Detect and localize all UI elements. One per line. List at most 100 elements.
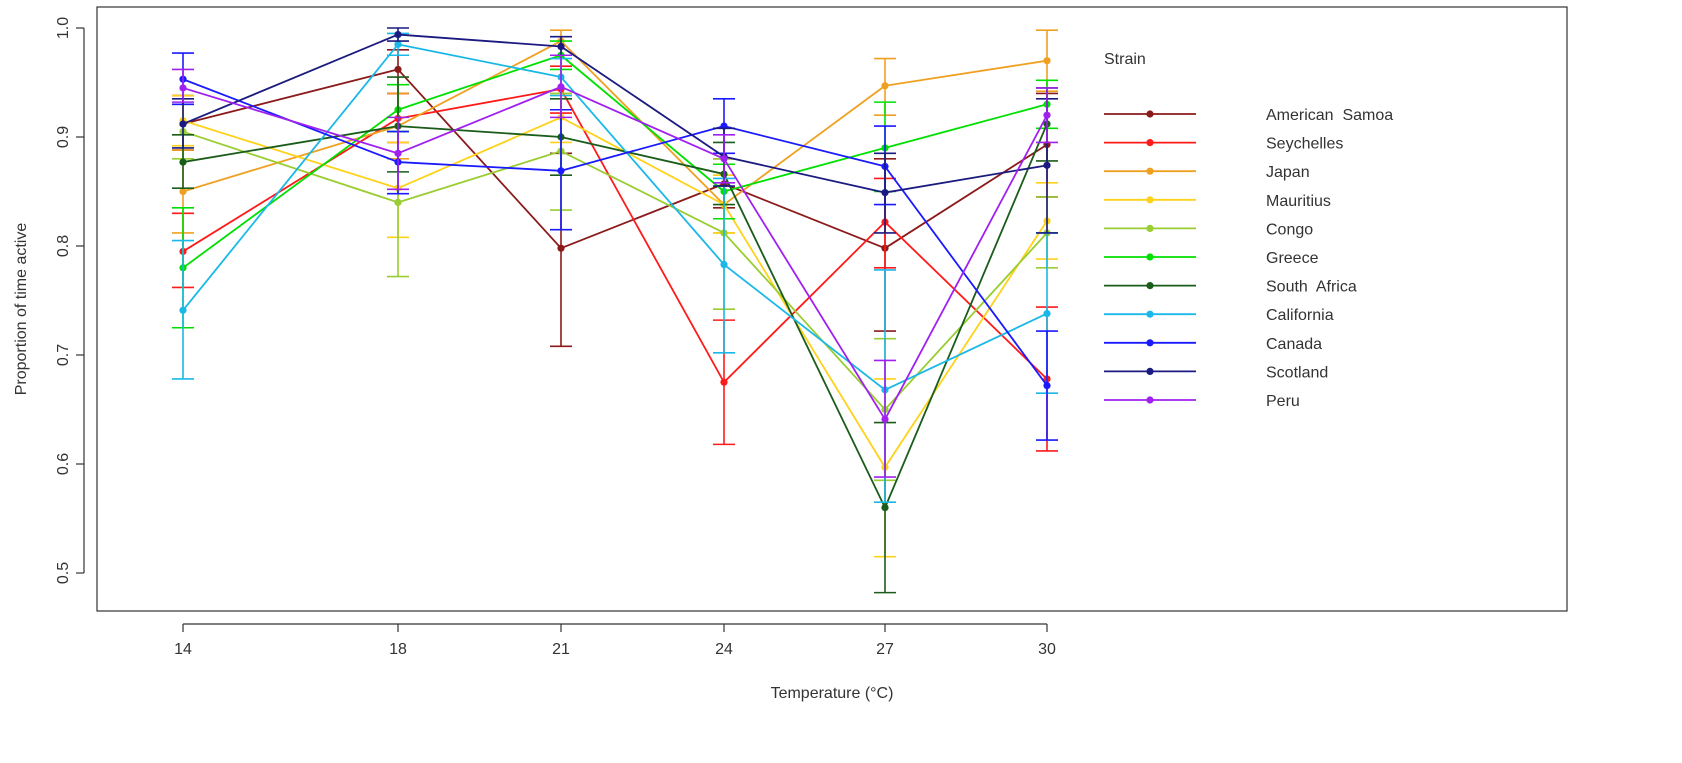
y-tick-label: 0.6 (55, 453, 72, 475)
series-line-segment (884, 220, 1048, 468)
series-line-segment (397, 116, 562, 190)
series-line-segment (884, 59, 1048, 87)
legend-label: Japan (1266, 164, 1310, 181)
legend-swatch-point (1146, 282, 1154, 290)
series-congo (172, 92, 1058, 482)
legend-item: Mauritius (1104, 193, 1331, 210)
legend-label: Scotland (1266, 364, 1328, 381)
series-line-segment (560, 76, 725, 266)
data-point (179, 84, 187, 92)
series-layer (172, 27, 1058, 594)
plot-frame (96, 6, 1568, 612)
series-line-segment (723, 263, 886, 391)
y-tick-label: 0.7 (55, 344, 72, 366)
legend-swatch-point (1146, 167, 1154, 175)
legend-item: American Samoa (1104, 107, 1393, 124)
series-line-segment (884, 165, 1048, 387)
series-line-segment (723, 232, 886, 411)
data-point (1043, 111, 1051, 119)
series-line-segment (560, 125, 725, 172)
legend-item: South Africa (1104, 279, 1357, 296)
series-line-segment (884, 123, 1048, 508)
legend-swatch-point (1146, 196, 1154, 204)
data-point (881, 504, 889, 512)
series-line-segment (182, 125, 399, 163)
series-line-segment (182, 87, 399, 155)
series-line-segment (397, 150, 562, 204)
series-line-segment (884, 114, 1048, 420)
data-point (179, 306, 187, 314)
y-tick-label: 0.8 (55, 235, 72, 257)
series-line-segment (723, 221, 886, 383)
legend-swatch-point (1146, 367, 1154, 375)
data-point (881, 82, 889, 90)
series-line-segment (397, 125, 562, 138)
series-california (172, 32, 1058, 503)
series-line-segment (884, 143, 1048, 249)
x-tick-label: 14 (174, 641, 192, 658)
data-point (1043, 161, 1051, 169)
data-point (394, 198, 402, 206)
data-point (394, 30, 402, 39)
data-point (557, 167, 565, 175)
series-line-segment (397, 161, 562, 172)
series-line-segment (182, 33, 399, 125)
y-tick-label: 0.5 (55, 562, 72, 584)
legend-label: Congo (1266, 221, 1313, 238)
legend-swatch-point (1146, 253, 1154, 261)
series-line-segment (723, 173, 886, 508)
series-line-segment (723, 125, 886, 168)
legend-label: Canada (1266, 336, 1322, 353)
data-point (557, 244, 565, 252)
series-line-segment (182, 130, 399, 204)
series-line-segment (560, 86, 725, 160)
x-tick-label: 24 (715, 641, 733, 658)
series-peru (172, 54, 1058, 478)
data-point (179, 120, 187, 128)
series-line-segment (884, 221, 1048, 380)
data-point (557, 83, 565, 91)
series-line-segment (884, 103, 1048, 149)
x-axis: 14 18 21 24 27 30 (174, 623, 1056, 658)
series-line-segment (884, 312, 1048, 391)
series-seychelles (172, 65, 1058, 452)
series-line-segment (723, 204, 886, 468)
y-tick-label: 0.9 (55, 126, 72, 148)
legend-swatch-point (1146, 310, 1154, 318)
series-line-segment (397, 88, 562, 120)
legend-item: Congo (1104, 221, 1313, 238)
series-line-segment (560, 136, 725, 175)
x-tick-label: 30 (1038, 641, 1056, 658)
legend-item: Japan (1104, 164, 1310, 181)
series-line-segment (560, 116, 725, 206)
legend-items: American Samoa Seychelles Japan Mauritius Co… (1104, 107, 1393, 410)
series-line-segment (397, 40, 562, 127)
data-point (1043, 57, 1051, 65)
series-mauritius (172, 92, 1058, 558)
legend-label: American Samoa (1266, 107, 1393, 124)
series-line-segment (560, 150, 725, 234)
x-tick-label: 21 (552, 641, 570, 658)
legend-swatch-point (1146, 339, 1154, 347)
legend-swatch-point (1146, 224, 1154, 232)
series-line-segment (397, 54, 562, 111)
series-line-segment (182, 125, 399, 193)
x-tick-label: 18 (389, 641, 407, 658)
legend-label: South Africa (1266, 279, 1357, 296)
legend-item: Peru (1104, 393, 1300, 410)
data-point (1043, 309, 1051, 318)
series-japan (172, 29, 1058, 234)
series-line-segment (723, 147, 886, 193)
series-scotland (172, 27, 1058, 234)
data-point (881, 188, 889, 197)
legend-swatch-point (1146, 110, 1154, 118)
y-tick-label: 1.0 (55, 17, 72, 39)
y-axis-label: Proportion of time active (13, 223, 30, 396)
series-line-segment (182, 43, 399, 311)
data-point (1043, 381, 1051, 390)
series-line-segment (397, 86, 562, 155)
legend-swatch-point (1146, 139, 1154, 147)
data-point (557, 42, 565, 51)
series-line-segment (397, 68, 562, 249)
